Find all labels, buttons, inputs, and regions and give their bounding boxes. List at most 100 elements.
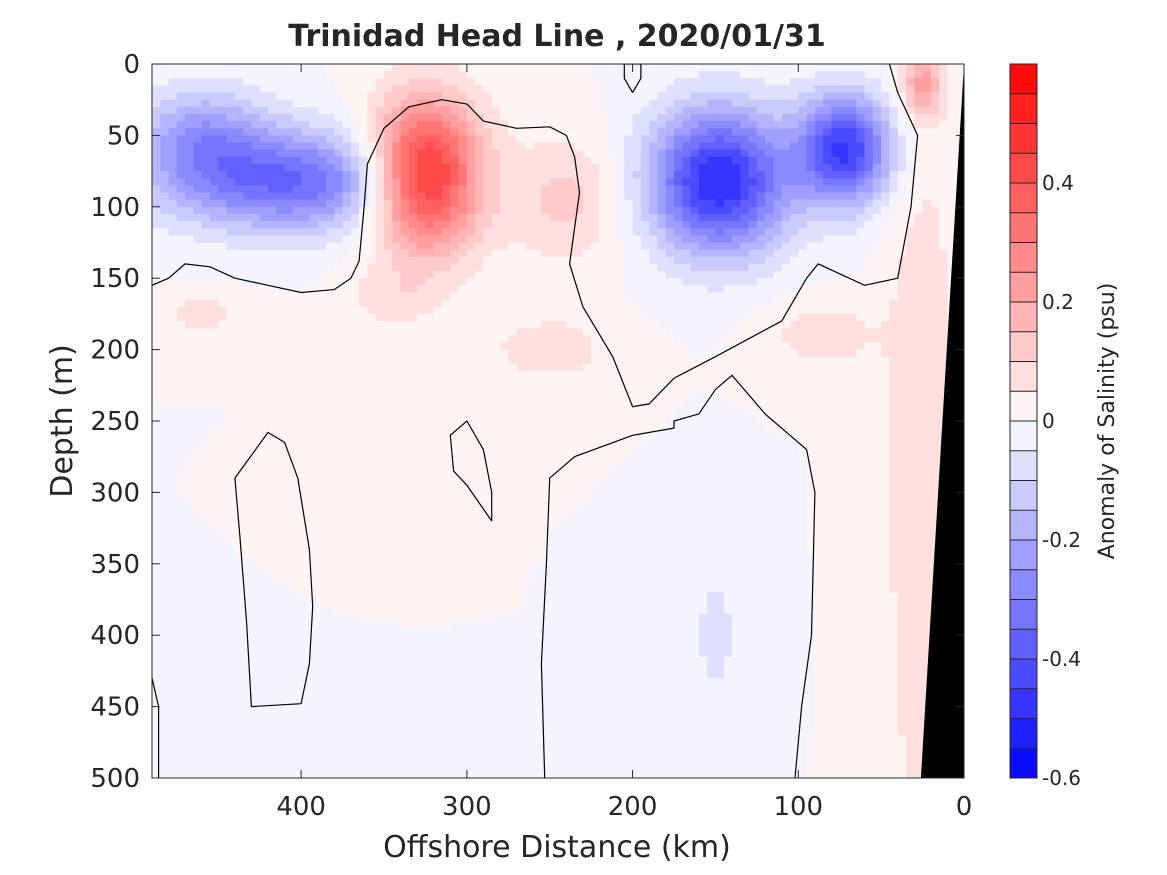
- heat-cell: [417, 699, 427, 708]
- heat-cell: [549, 620, 559, 629]
- heat-cell: [168, 685, 178, 693]
- heat-cell: [400, 692, 410, 701]
- heat-cell: [317, 242, 327, 251]
- heat-cell: [201, 171, 211, 179]
- heat-cell: [516, 706, 526, 715]
- heat-cell: [384, 321, 393, 329]
- heat-cell: [317, 213, 327, 222]
- heat-cell: [309, 92, 319, 101]
- heat-cell: [375, 463, 385, 472]
- heat-cell: [160, 635, 170, 643]
- heat-cell: [168, 142, 178, 151]
- heat-cell: [442, 171, 451, 179]
- heat-cell: [201, 99, 211, 108]
- heat-cell: [475, 149, 485, 158]
- heat-cell: [309, 278, 319, 286]
- heat-cell: [450, 235, 460, 244]
- heat-cell: [326, 385, 335, 394]
- heat-cell: [558, 749, 567, 758]
- heat-cell: [301, 185, 311, 194]
- heat-cell: [334, 563, 344, 572]
- heat-cell: [558, 435, 567, 444]
- heat-cell: [516, 335, 526, 344]
- heat-cell: [168, 392, 178, 401]
- heat-cell: [284, 135, 294, 144]
- heat-cell: [533, 620, 543, 629]
- heat-cell: [317, 699, 327, 708]
- heat-cell: [483, 620, 493, 629]
- heat-cell: [475, 106, 485, 115]
- heat-cell: [359, 435, 369, 444]
- heat-cell: [152, 728, 161, 736]
- heat-cell: [359, 428, 369, 436]
- heat-cell: [193, 520, 203, 529]
- heat-cell: [168, 385, 178, 394]
- heat-cell: [243, 349, 253, 358]
- heat-cell: [500, 335, 509, 344]
- heat-cell: [417, 235, 427, 244]
- heat-cell: [292, 520, 302, 529]
- heat-cell: [334, 513, 344, 522]
- heat-cell: [326, 606, 335, 615]
- heat-cell: [558, 335, 567, 344]
- heat-cell: [334, 478, 344, 486]
- heat-cell: [210, 742, 219, 751]
- heat-cell: [160, 242, 170, 251]
- heat-cell: [417, 485, 427, 493]
- heat-cell: [276, 635, 286, 643]
- heat-cell: [375, 321, 385, 329]
- heat-cell: [450, 371, 460, 379]
- heat-cell: [234, 749, 244, 758]
- heat-cell: [483, 321, 493, 329]
- heat-cell: [408, 313, 418, 322]
- heat-cell: [491, 142, 501, 151]
- heat-cell: [334, 242, 344, 251]
- heat-cell: [400, 149, 410, 158]
- heat-cell: [384, 749, 393, 758]
- heat-cell: [367, 620, 377, 629]
- heat-cell: [201, 442, 211, 451]
- heat-cell: [533, 449, 543, 458]
- heat-cell: [524, 728, 534, 736]
- heat-cell: [268, 256, 277, 265]
- heat-cell: [201, 449, 211, 458]
- heat-cell: [259, 678, 269, 686]
- heat-cell: [541, 613, 551, 622]
- heat-cell: [425, 313, 435, 322]
- heat-cell: [292, 356, 302, 365]
- heat-cell: [417, 213, 427, 222]
- heat-cell: [301, 528, 311, 536]
- heat-cell: [408, 613, 418, 622]
- heat-cell: [243, 313, 253, 322]
- heat-cell: [524, 263, 534, 272]
- heat-cell: [326, 763, 335, 772]
- heat-cell: [176, 292, 186, 301]
- heat-cell: [500, 363, 509, 372]
- heat-cell: [168, 135, 178, 144]
- heat-cell: [450, 128, 460, 136]
- heat-cell: [350, 699, 360, 708]
- heat-cell: [243, 535, 253, 543]
- heat-cell: [491, 463, 501, 472]
- heat-cell: [201, 642, 211, 651]
- heat-cell: [210, 178, 219, 186]
- heat-cell: [276, 392, 286, 401]
- heat-cell: [326, 442, 335, 451]
- heat-cell: [458, 442, 468, 451]
- heat-cell: [367, 649, 377, 658]
- heat-cell: [276, 592, 286, 601]
- heat-cell: [466, 770, 476, 778]
- heat-cell: [251, 85, 261, 94]
- heat-cell: [176, 478, 186, 486]
- heat-cell: [458, 756, 468, 765]
- heat-cell: [442, 735, 451, 743]
- heat-cell: [284, 656, 294, 665]
- heat-cell: [201, 735, 211, 743]
- heat-cell: [359, 492, 369, 501]
- heat-cell: [558, 242, 567, 251]
- heat-cell: [152, 206, 161, 215]
- heat-cell: [516, 492, 526, 501]
- heat-cell: [483, 106, 493, 115]
- heat-cell: [218, 735, 228, 743]
- heat-cell: [226, 770, 236, 778]
